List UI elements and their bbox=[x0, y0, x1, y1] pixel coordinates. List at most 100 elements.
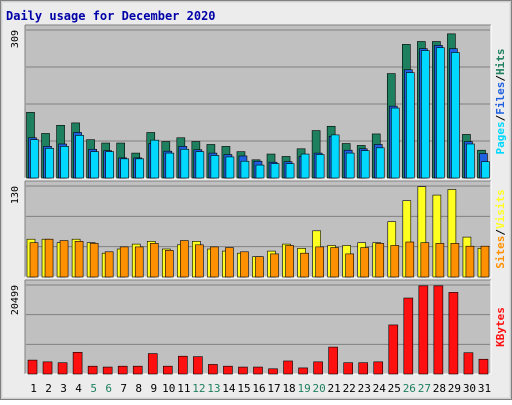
bar-kbytes bbox=[283, 360, 293, 375]
bar-pages bbox=[165, 152, 175, 179]
bar-pages bbox=[375, 147, 385, 179]
bar-kbytes bbox=[463, 352, 474, 375]
series-axis-label: Sites/Visits bbox=[494, 189, 507, 269]
bar-sites bbox=[465, 245, 475, 278]
plot-area bbox=[25, 280, 491, 374]
bar-pages bbox=[30, 139, 39, 179]
bar-kbytes bbox=[328, 346, 338, 375]
bar-pages bbox=[390, 107, 400, 179]
bar-sites bbox=[180, 240, 189, 278]
bar-kbytes bbox=[298, 367, 308, 375]
x-tick-label: 3 bbox=[60, 382, 67, 395]
x-tick-label: 8 bbox=[135, 382, 142, 395]
bar-kbytes bbox=[253, 366, 263, 375]
bar-kbytes bbox=[117, 365, 128, 375]
x-tick-label: 6 bbox=[105, 382, 112, 395]
bar-sites bbox=[435, 243, 445, 278]
bar-kbytes bbox=[223, 365, 233, 375]
bar-kbytes bbox=[42, 361, 53, 375]
bar-sites bbox=[480, 245, 490, 278]
bar-kbytes bbox=[132, 365, 143, 375]
x-tick-label: 31 bbox=[478, 382, 491, 395]
bar-sites bbox=[345, 253, 354, 278]
x-tick-label: 15 bbox=[237, 382, 250, 395]
x-tick-label: 10 bbox=[162, 382, 175, 395]
bar-pages bbox=[60, 146, 69, 179]
bar-pages bbox=[210, 155, 220, 179]
x-tick-label: 27 bbox=[418, 382, 431, 395]
bar-sites bbox=[270, 253, 279, 278]
series-axis-label-part: Visits bbox=[494, 189, 507, 229]
bar-kbytes bbox=[193, 356, 203, 375]
y-max-label: 130 bbox=[10, 186, 21, 204]
bar-kbytes bbox=[208, 364, 218, 375]
bar-pages bbox=[345, 152, 355, 179]
bar-pages bbox=[90, 151, 99, 179]
bar-sites bbox=[164, 250, 174, 278]
x-tick-label: 1 bbox=[30, 382, 37, 395]
x-tick-label: 2 bbox=[45, 382, 52, 395]
x-tick-label: 23 bbox=[358, 382, 371, 395]
bar-pages bbox=[225, 156, 235, 179]
bar-sites bbox=[300, 252, 309, 278]
series-axis-label-part: / bbox=[494, 229, 507, 236]
bar-kbytes bbox=[238, 366, 248, 375]
x-tick-label: 20 bbox=[313, 382, 326, 395]
series-axis-label-part: Pages bbox=[494, 121, 507, 154]
x-tick-label: 26 bbox=[403, 382, 416, 395]
y-max-label: 309 bbox=[10, 30, 21, 48]
series-axis-label: KBytes bbox=[494, 307, 507, 347]
bar-kbytes bbox=[27, 359, 38, 375]
x-tick-label: 19 bbox=[297, 382, 310, 395]
visits-panel: 130 Sites/Visits bbox=[10, 180, 507, 278]
bar-sites bbox=[149, 243, 159, 278]
x-tick-label: 4 bbox=[75, 382, 82, 395]
bar-pages bbox=[315, 154, 325, 179]
bar-pages bbox=[360, 150, 370, 179]
bar-sites bbox=[29, 242, 39, 278]
y-max-label: 20499 bbox=[10, 285, 21, 315]
bar-kbytes bbox=[343, 362, 353, 375]
x-tick-label: 11 bbox=[177, 382, 190, 395]
series-axis-label-part: KBytes bbox=[494, 307, 507, 347]
bar-sites bbox=[240, 251, 249, 278]
bar-sites bbox=[74, 241, 84, 278]
bar-kbytes bbox=[313, 361, 323, 375]
bar-pages bbox=[105, 151, 114, 179]
bar-sites bbox=[285, 245, 294, 278]
x-tick-label: 24 bbox=[373, 382, 387, 395]
bar-pages bbox=[195, 151, 205, 179]
bar-sites bbox=[89, 243, 99, 278]
bar-sites bbox=[104, 251, 114, 278]
series-axis-label-part: Sites bbox=[494, 236, 507, 269]
bar-kbytes bbox=[268, 368, 278, 375]
bar-pages bbox=[135, 158, 145, 179]
bar-pages bbox=[436, 47, 445, 179]
x-tick-label: 5 bbox=[90, 382, 97, 395]
bar-sites bbox=[330, 247, 339, 278]
bar-pages bbox=[421, 50, 430, 179]
bar-kbytes bbox=[178, 355, 188, 375]
bar-sites bbox=[405, 241, 415, 278]
bar-sites bbox=[390, 245, 400, 278]
x-tick-label: 30 bbox=[463, 382, 476, 395]
bar-sites bbox=[134, 246, 144, 278]
x-tick-label: 13 bbox=[207, 382, 220, 395]
bar-kbytes bbox=[72, 351, 83, 375]
bar-kbytes bbox=[448, 292, 459, 375]
x-tick-label: 12 bbox=[192, 382, 205, 395]
x-tick-label: 22 bbox=[343, 382, 356, 395]
bar-pages bbox=[120, 158, 129, 179]
bar-sites bbox=[375, 243, 385, 278]
series-axis-label-part: Hits bbox=[494, 49, 507, 76]
x-tick-label: 9 bbox=[150, 382, 157, 395]
x-tick-label: 18 bbox=[282, 382, 295, 395]
series-axis-label-part: / bbox=[494, 75, 507, 82]
bar-pages bbox=[466, 143, 475, 179]
x-tick-label: 7 bbox=[120, 382, 127, 395]
bar-sites bbox=[360, 247, 370, 278]
bar-sites bbox=[420, 242, 430, 278]
x-tick-label: 25 bbox=[388, 382, 401, 395]
